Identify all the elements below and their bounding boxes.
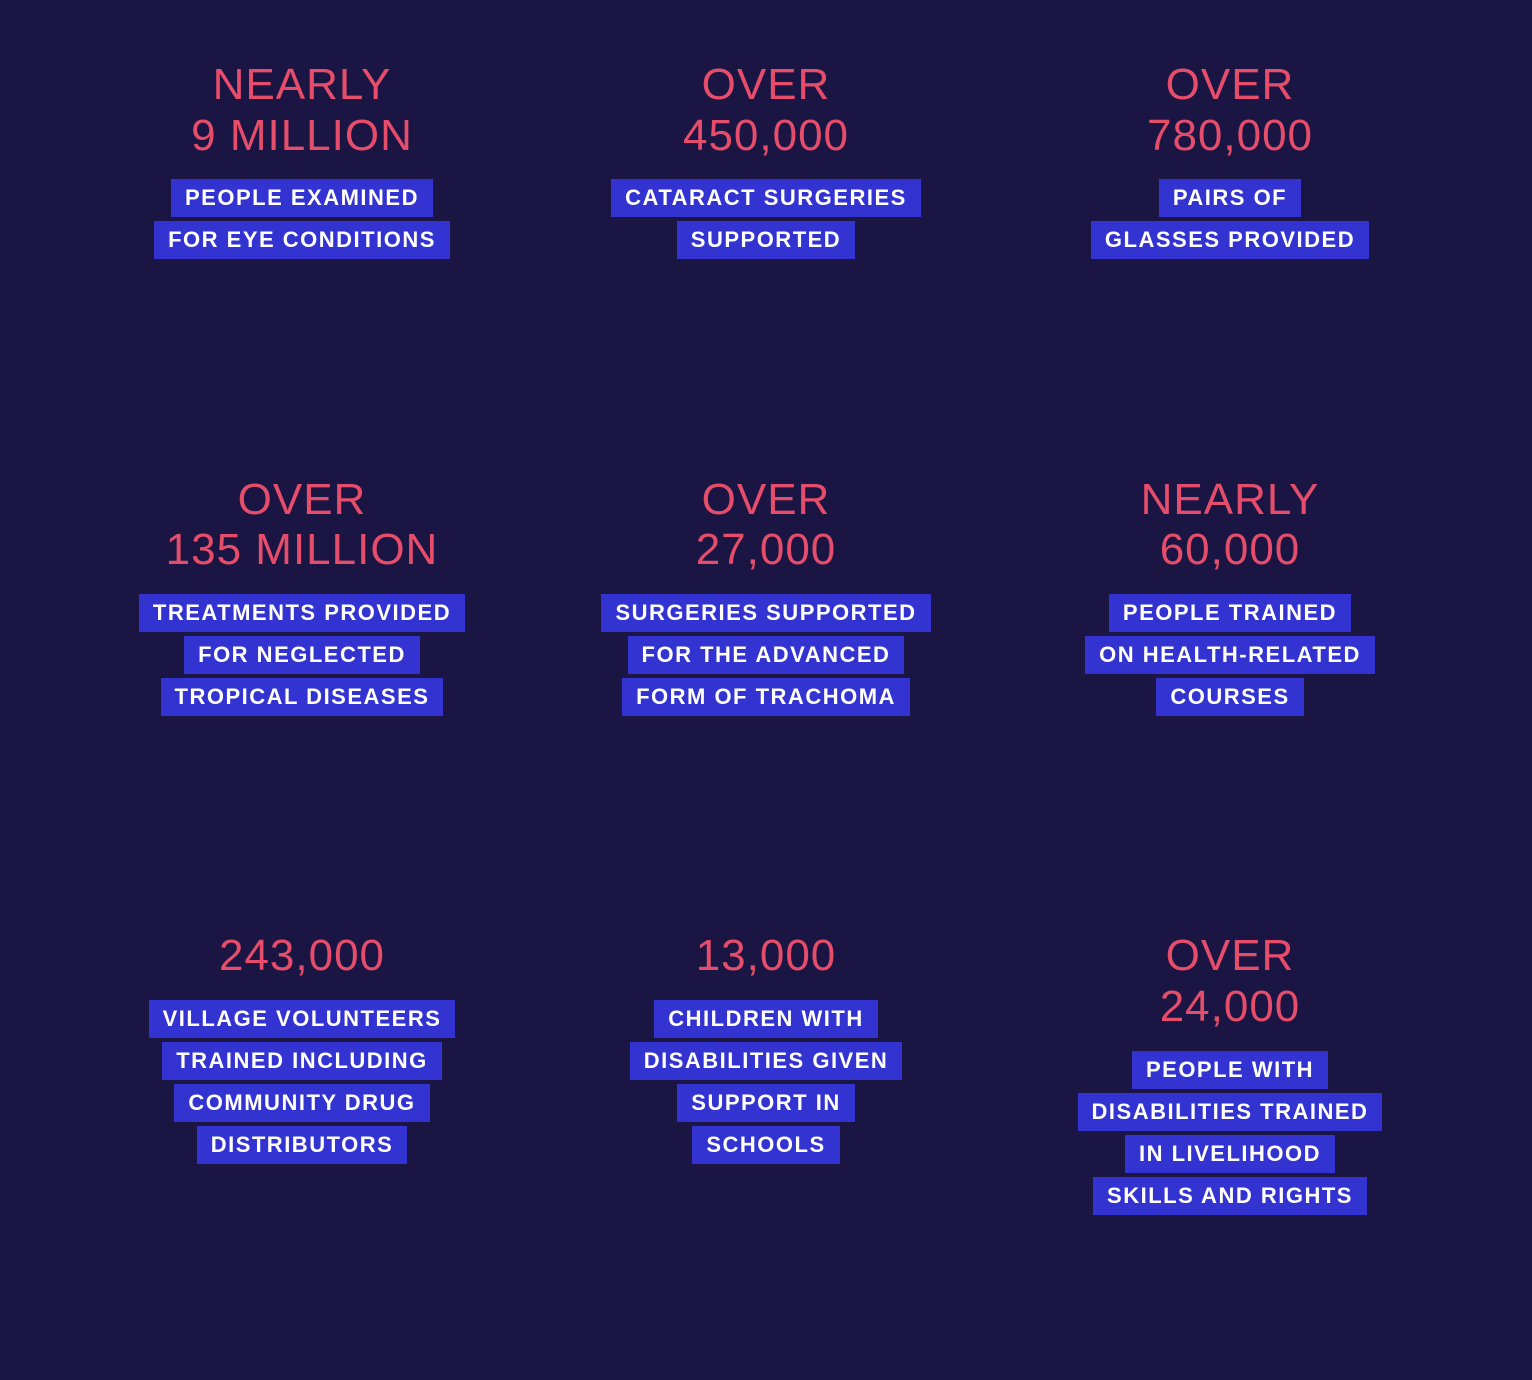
stat-value: 780,000	[1147, 111, 1313, 162]
stat-desc-line: FOR EYE CONDITIONS	[154, 221, 450, 259]
stat-card: NEARLY 9 MILLION PEOPLE EXAMINED FOR EYE…	[100, 60, 504, 259]
stat-header: OVER 450,000	[683, 60, 849, 161]
stat-desc-line: CATARACT SURGERIES	[611, 179, 921, 217]
stat-value: 135 MILLION	[166, 525, 439, 576]
stat-desc-line: GLASSES PROVIDED	[1091, 221, 1369, 259]
stat-desc-line: CHILDREN WITH	[654, 1000, 877, 1038]
stat-desc: PEOPLE TRAINED ON HEALTH-RELATED COURSES	[1085, 594, 1375, 716]
stat-desc-line: SUPPORT IN	[677, 1084, 854, 1122]
stat-value: 243,000	[219, 931, 385, 982]
stat-value: 9 MILLION	[191, 111, 413, 162]
stat-prefix: NEARLY	[191, 60, 413, 111]
stat-desc-line: COURSES	[1156, 678, 1303, 716]
stat-desc-line: ON HEALTH-RELATED	[1085, 636, 1375, 674]
stat-prefix: NEARLY	[1141, 475, 1320, 526]
stat-desc-line: SUPPORTED	[677, 221, 855, 259]
stat-value: 13,000	[696, 931, 837, 982]
stat-header: OVER 27,000	[696, 475, 837, 576]
stat-prefix: OVER	[1147, 60, 1313, 111]
stat-prefix: OVER	[166, 475, 439, 526]
stat-desc: PEOPLE WITH DISABILITIES TRAINED IN LIVE…	[1078, 1051, 1383, 1215]
stat-desc-line: DISTRIBUTORS	[197, 1126, 408, 1164]
stat-desc: CATARACT SURGERIES SUPPORTED	[611, 179, 921, 259]
stat-card: OVER 450,000 CATARACT SURGERIES SUPPORTE…	[564, 60, 968, 259]
stat-desc-line: VILLAGE VOLUNTEERS	[149, 1000, 456, 1038]
stat-desc-line: PEOPLE TRAINED	[1109, 594, 1351, 632]
stat-card: NEARLY 60,000 PEOPLE TRAINED ON HEALTH-R…	[1028, 475, 1432, 716]
stat-desc-line: FOR NEGLECTED	[184, 636, 420, 674]
stat-value: 450,000	[683, 111, 849, 162]
stat-desc-line: PEOPLE EXAMINED	[171, 179, 433, 217]
stat-card: OVER 135 MILLION TREATMENTS PROVIDED FOR…	[100, 475, 504, 716]
stat-desc-line: SKILLS AND RIGHTS	[1093, 1177, 1367, 1215]
stat-prefix: OVER	[696, 475, 837, 526]
stat-desc: PAIRS OF GLASSES PROVIDED	[1091, 179, 1369, 259]
stat-desc-line: PEOPLE WITH	[1132, 1051, 1328, 1089]
stat-desc-line: TRAINED INCLUDING	[162, 1042, 442, 1080]
stat-card: OVER 24,000 PEOPLE WITH DISABILITIES TRA…	[1028, 931, 1432, 1214]
stat-value: 60,000	[1141, 525, 1320, 576]
stat-card: 13,000 CHILDREN WITH DISABILITIES GIVEN …	[564, 931, 968, 1164]
stat-desc-line: SCHOOLS	[692, 1126, 839, 1164]
stat-desc-line: COMMUNITY DRUG	[174, 1084, 429, 1122]
stat-card: OVER 780,000 PAIRS OF GLASSES PROVIDED	[1028, 60, 1432, 259]
stat-desc-line: IN LIVELIHOOD	[1125, 1135, 1335, 1173]
stat-header: NEARLY 60,000	[1141, 475, 1320, 576]
stat-desc-line: PAIRS OF	[1159, 179, 1301, 217]
stat-desc-line: DISABILITIES GIVEN	[630, 1042, 903, 1080]
stat-header: NEARLY 9 MILLION	[191, 60, 413, 161]
stat-desc-line: SURGERIES SUPPORTED	[601, 594, 930, 632]
stats-grid: NEARLY 9 MILLION PEOPLE EXAMINED FOR EYE…	[100, 60, 1432, 1300]
stat-header: OVER 780,000	[1147, 60, 1313, 161]
stat-prefix: OVER	[683, 60, 849, 111]
stat-value: 27,000	[696, 525, 837, 576]
stat-desc-line: FORM OF TRACHOMA	[622, 678, 910, 716]
stat-card: 243,000 VILLAGE VOLUNTEERS TRAINED INCLU…	[100, 931, 504, 1164]
stat-desc-line: TREATMENTS PROVIDED	[139, 594, 465, 632]
stat-desc-line: DISABILITIES TRAINED	[1078, 1093, 1383, 1131]
stat-desc: CHILDREN WITH DISABILITIES GIVEN SUPPORT…	[630, 1000, 903, 1164]
stat-header: OVER 24,000	[1160, 931, 1301, 1032]
stat-desc: TREATMENTS PROVIDED FOR NEGLECTED TROPIC…	[139, 594, 465, 716]
stat-value: 24,000	[1160, 982, 1301, 1033]
stat-header: OVER 135 MILLION	[166, 475, 439, 576]
stat-desc: PEOPLE EXAMINED FOR EYE CONDITIONS	[154, 179, 450, 259]
stat-prefix: OVER	[1160, 931, 1301, 982]
stat-desc: VILLAGE VOLUNTEERS TRAINED INCLUDING COM…	[149, 1000, 456, 1164]
stat-desc-line: TROPICAL DISEASES	[161, 678, 444, 716]
stat-header: 243,000	[219, 931, 385, 982]
stat-card: OVER 27,000 SURGERIES SUPPORTED FOR THE …	[564, 475, 968, 716]
stat-desc-line: FOR THE ADVANCED	[628, 636, 905, 674]
stat-header: 13,000	[696, 931, 837, 982]
stat-desc: SURGERIES SUPPORTED FOR THE ADVANCED FOR…	[601, 594, 930, 716]
